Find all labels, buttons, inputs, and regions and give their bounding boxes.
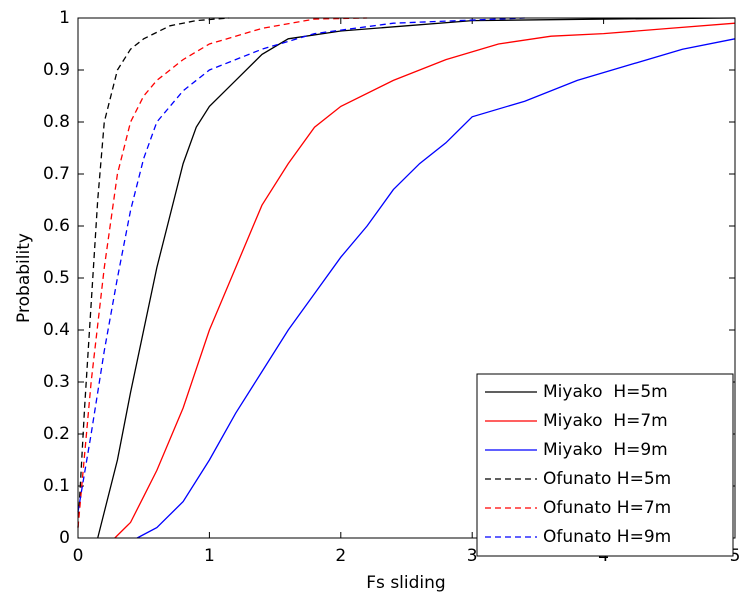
y-tick-label: 0.7 <box>43 164 70 184</box>
y-tick-label: 0.5 <box>43 268 70 288</box>
y-tick-label: 0.6 <box>43 216 70 236</box>
legend-label: Ofunato H=5m <box>543 469 671 489</box>
legend-label: Ofunato H=7m <box>543 498 671 518</box>
legend-label: Miyako H=5m <box>543 382 668 402</box>
plot-frame <box>77 17 736 539</box>
y-tick-label: 0.9 <box>43 60 70 80</box>
x-tick-label: 1 <box>204 546 215 566</box>
series-line <box>77 17 525 513</box>
series-line <box>114 22 736 539</box>
y-tick-label: 0.8 <box>43 112 70 132</box>
x-tick-label: 3 <box>467 546 478 566</box>
y-tick-label: 0.2 <box>43 424 70 444</box>
x-tick-label: 5 <box>730 546 741 566</box>
x-tick-label: 0 <box>73 546 84 566</box>
y-tick-label: 0 <box>59 528 70 548</box>
y-tick-label: 1 <box>59 8 70 28</box>
series-line <box>77 17 368 528</box>
series-line <box>97 17 736 539</box>
y-tick-label: 0.4 <box>43 320 70 340</box>
legend-box <box>476 373 734 557</box>
x-tick-label: 2 <box>335 546 346 566</box>
y-axis-label: Probability <box>14 233 34 323</box>
x-axis-label: Fs sliding <box>366 573 445 593</box>
legend-label: Ofunato H=9m <box>543 527 671 547</box>
y-tick-label: 0.1 <box>43 476 70 496</box>
legend-label: Miyako H=7m <box>543 411 668 431</box>
series-line <box>77 17 230 528</box>
legend-label: Miyako H=9m <box>543 440 668 460</box>
series-line <box>136 38 736 539</box>
y-tick-label: 0.3 <box>43 372 70 392</box>
